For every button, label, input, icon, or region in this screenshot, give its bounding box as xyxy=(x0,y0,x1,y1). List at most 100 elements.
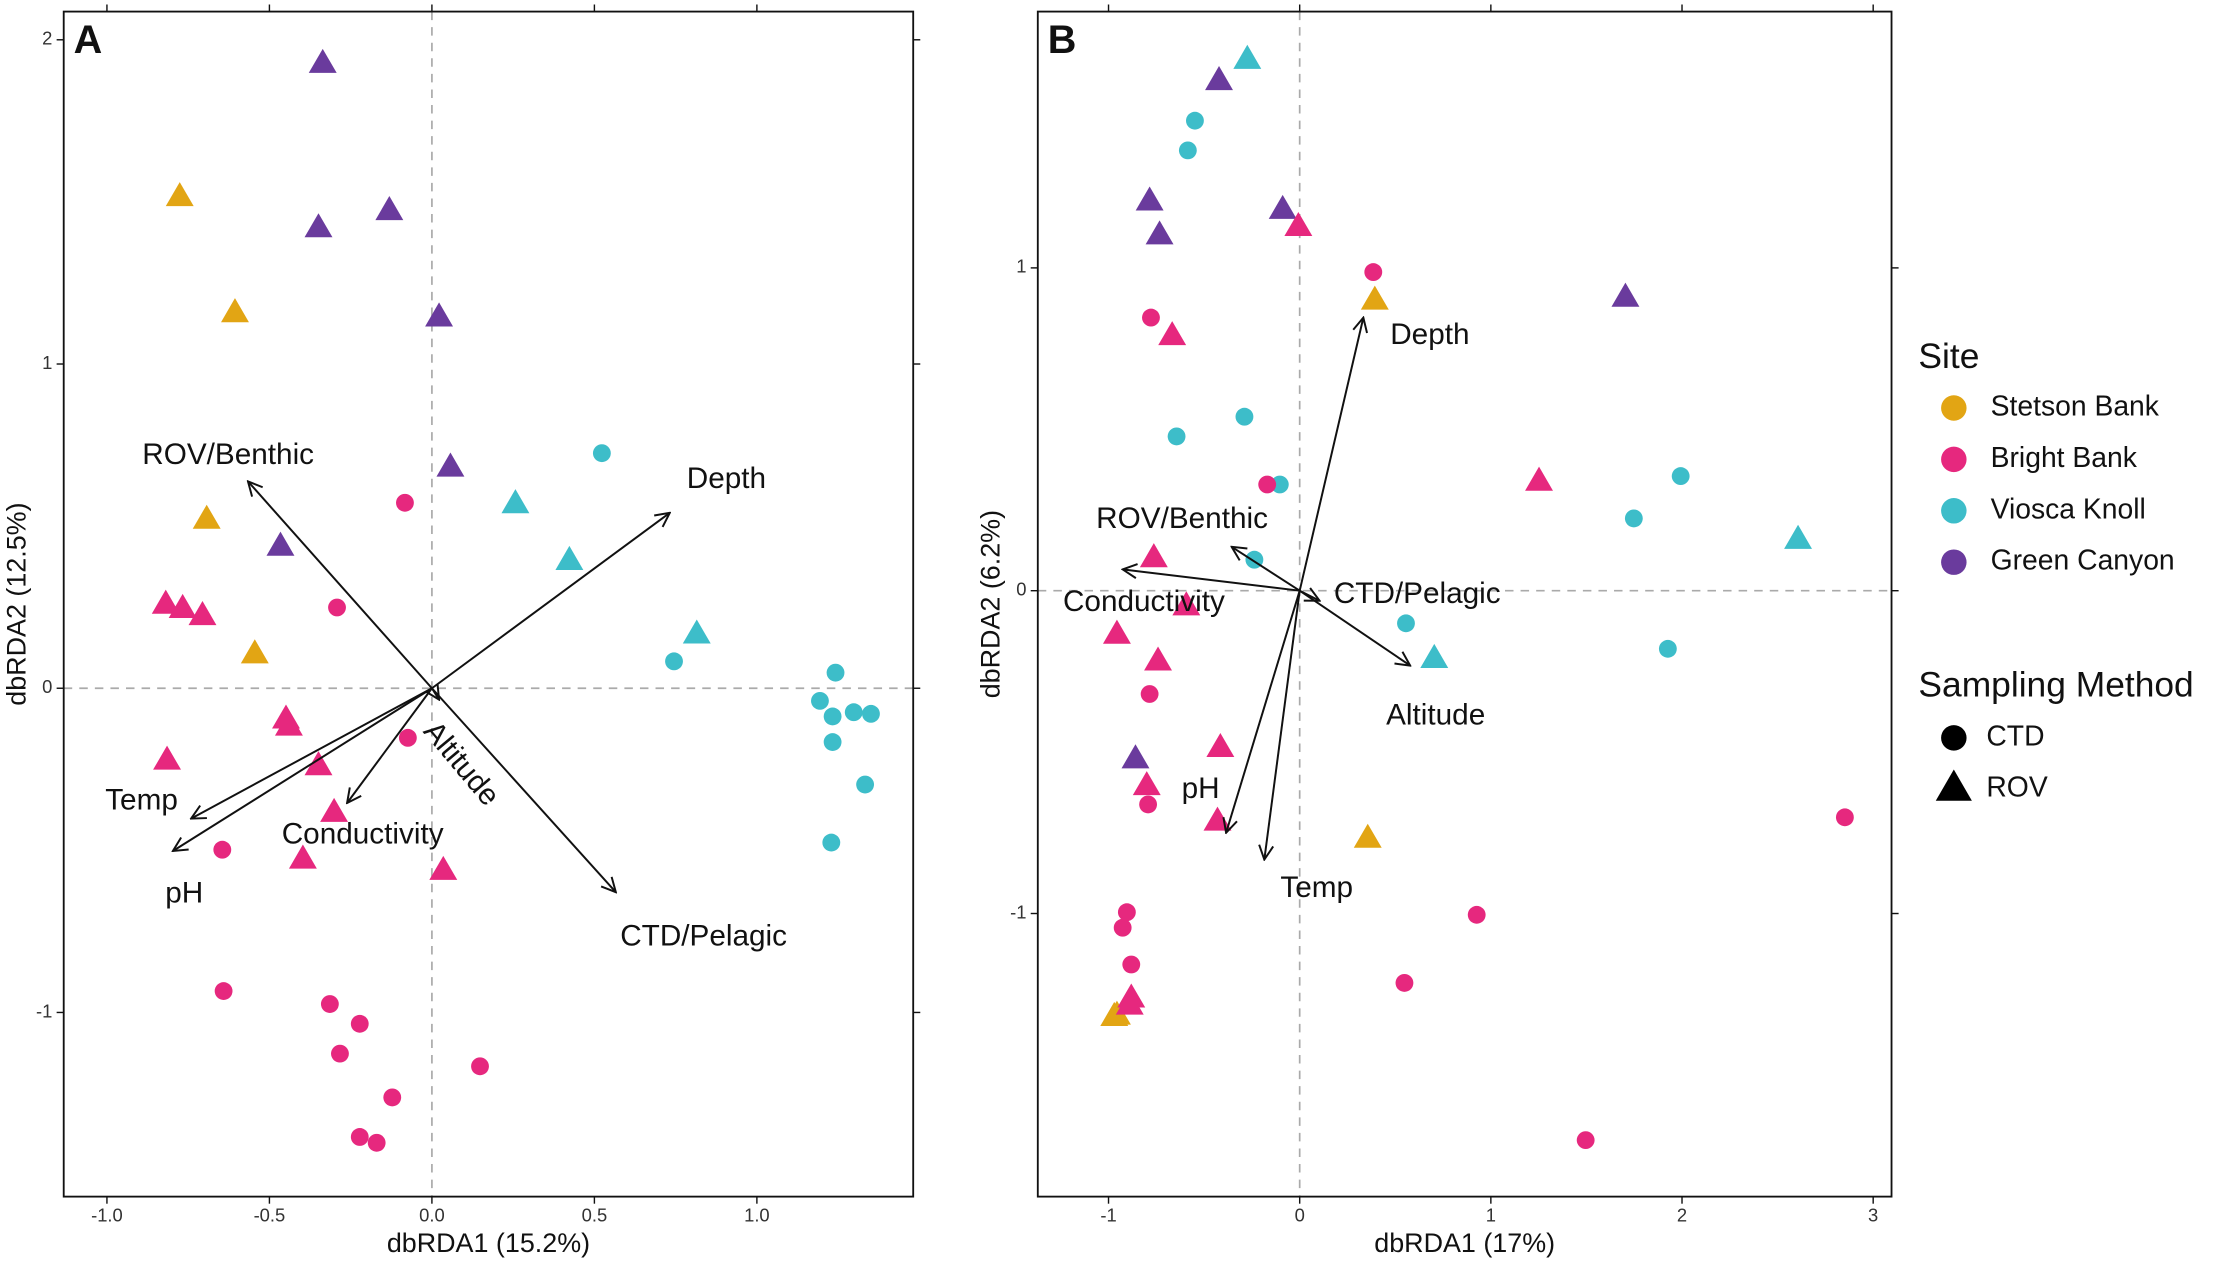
arrow-label: Altitude xyxy=(417,715,506,812)
x-tick-label: 0.5 xyxy=(582,1204,608,1225)
biplot-arrow xyxy=(1299,589,1410,666)
point-circle xyxy=(1835,808,1854,827)
point-circle xyxy=(1467,905,1486,924)
arrow-label: Conductivity xyxy=(282,817,444,850)
point-circle xyxy=(367,1133,386,1152)
point-triangle xyxy=(288,844,317,869)
point-circle xyxy=(320,995,339,1013)
legend-swatch xyxy=(1941,446,1967,473)
arrow-label: Altitude xyxy=(1386,698,1485,731)
point-circle xyxy=(383,1088,402,1107)
biplot-arrow xyxy=(248,481,433,689)
point-circle xyxy=(1658,639,1677,658)
point-circle xyxy=(862,704,880,723)
point-circle xyxy=(213,840,232,859)
arrow-label: Conductivity xyxy=(1063,585,1225,618)
point-triangle xyxy=(151,589,180,614)
biplot-arrow xyxy=(431,687,616,892)
point-triangle xyxy=(1172,591,1201,616)
point-circle xyxy=(592,444,611,463)
arrow-label: Temp xyxy=(1280,871,1353,904)
point-triangle xyxy=(165,182,194,207)
point-triangle xyxy=(1132,771,1161,796)
point-triangle xyxy=(308,48,337,73)
x-tick-label: 0 xyxy=(1295,1204,1305,1225)
biplot-arrow xyxy=(1298,318,1364,591)
x-axis-title: dbRDA1 (17%) xyxy=(1374,1228,1555,1258)
arrow-label: pH xyxy=(1182,772,1220,805)
point-circle xyxy=(823,707,842,726)
point-circle xyxy=(1186,111,1204,130)
biplot-arrow xyxy=(347,687,433,803)
plot-frame xyxy=(62,10,915,1198)
x-tick-label: 3 xyxy=(1868,1204,1878,1225)
point-triangle xyxy=(1115,990,1144,1015)
y-tick-label: -1 xyxy=(1010,901,1026,922)
point-triangle xyxy=(192,504,221,529)
x-tick-label: -1 xyxy=(1100,1204,1116,1225)
x-tick-label: -0.5 xyxy=(254,1204,286,1225)
point-triangle xyxy=(240,639,269,664)
point-circle xyxy=(1122,955,1141,974)
point-circle xyxy=(398,728,417,747)
arrow-label: Temp xyxy=(105,783,178,816)
arrow-label: CTD/Pelagic xyxy=(1334,577,1501,610)
biplot-arrow xyxy=(1123,569,1300,592)
point-circle xyxy=(331,1044,349,1063)
point-triangle xyxy=(1206,732,1235,758)
point-triangle xyxy=(1784,524,1813,549)
point-triangle xyxy=(555,545,584,570)
point-triangle xyxy=(1145,220,1174,245)
arrow-label: CTD/Pelagic xyxy=(620,919,787,952)
point-circle xyxy=(826,663,845,682)
point-circle xyxy=(350,1128,369,1146)
point-circle xyxy=(1142,308,1160,327)
arrow-label: ROV/Benthic xyxy=(1096,502,1268,535)
point-triangle xyxy=(320,797,349,822)
point-triangle xyxy=(168,593,197,618)
x-tick-label: 0.0 xyxy=(419,1204,445,1225)
legend-label: ROV xyxy=(1986,770,2047,802)
point-circle xyxy=(823,733,842,751)
x-tick-label: 1.0 xyxy=(744,1204,770,1225)
y-tick-label: 0 xyxy=(42,676,52,697)
point-circle xyxy=(1139,795,1158,814)
legend-label: Viosca Knoll xyxy=(1991,492,2146,524)
biplot-arrow xyxy=(1232,547,1301,592)
legend-swatch xyxy=(1941,395,1967,421)
point-triangle xyxy=(1102,619,1131,644)
legend-label: CTD xyxy=(1986,719,2044,751)
point-triangle xyxy=(1139,543,1168,568)
point-circle xyxy=(350,1014,369,1033)
plot-frame xyxy=(1036,10,1893,1198)
point-triangle xyxy=(1205,66,1233,91)
arrow-label: ROV/Benthic xyxy=(142,438,314,471)
point-circle xyxy=(1624,509,1643,528)
biplot-arrow xyxy=(1226,590,1301,833)
point-circle xyxy=(811,691,829,710)
y-tick-label: -1 xyxy=(36,1000,52,1021)
y-tick-label: 1 xyxy=(1016,256,1026,277)
point-triangle xyxy=(153,745,182,770)
point-triangle xyxy=(304,751,333,776)
point-circle xyxy=(1113,918,1132,937)
point-triangle xyxy=(1420,643,1449,668)
point-circle xyxy=(1395,973,1414,992)
legend-shape xyxy=(1941,725,1967,751)
point-triangle xyxy=(425,302,454,327)
point-circle xyxy=(1258,475,1277,494)
biplot-arrow xyxy=(1264,590,1301,860)
point-triangle xyxy=(304,213,333,238)
point-circle xyxy=(856,775,875,794)
point-circle xyxy=(1270,475,1289,494)
arrow-label: pH xyxy=(165,877,203,910)
y-tick-label: 0 xyxy=(1016,579,1026,600)
x-tick-label: -1.0 xyxy=(91,1204,123,1225)
point-triangle xyxy=(1233,44,1262,69)
point-triangle xyxy=(436,452,465,477)
point-triangle xyxy=(429,855,458,880)
point-circle xyxy=(665,652,683,671)
y-tick-label: 1 xyxy=(42,352,52,373)
x-tick-label: 2 xyxy=(1677,1204,1687,1225)
